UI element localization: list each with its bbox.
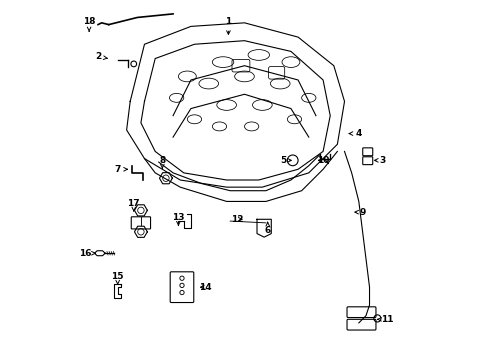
Text: 14: 14 — [199, 283, 211, 292]
Text: 3: 3 — [374, 156, 385, 165]
Text: 10: 10 — [316, 156, 328, 165]
Text: 1: 1 — [225, 17, 231, 34]
Text: 17: 17 — [127, 199, 140, 211]
Polygon shape — [114, 284, 121, 298]
Text: 7: 7 — [114, 165, 127, 174]
Text: 18: 18 — [82, 17, 95, 31]
Text: 6: 6 — [264, 222, 270, 234]
Text: 2: 2 — [95, 52, 107, 61]
Text: 8: 8 — [159, 156, 165, 168]
Text: 13: 13 — [172, 213, 184, 225]
Text: 9: 9 — [354, 208, 365, 217]
Text: 11: 11 — [377, 315, 393, 324]
Text: 16: 16 — [79, 249, 95, 258]
Text: 12: 12 — [231, 215, 243, 224]
Text: 5: 5 — [280, 156, 291, 165]
Text: 15: 15 — [111, 272, 123, 284]
Text: 4: 4 — [348, 129, 361, 138]
